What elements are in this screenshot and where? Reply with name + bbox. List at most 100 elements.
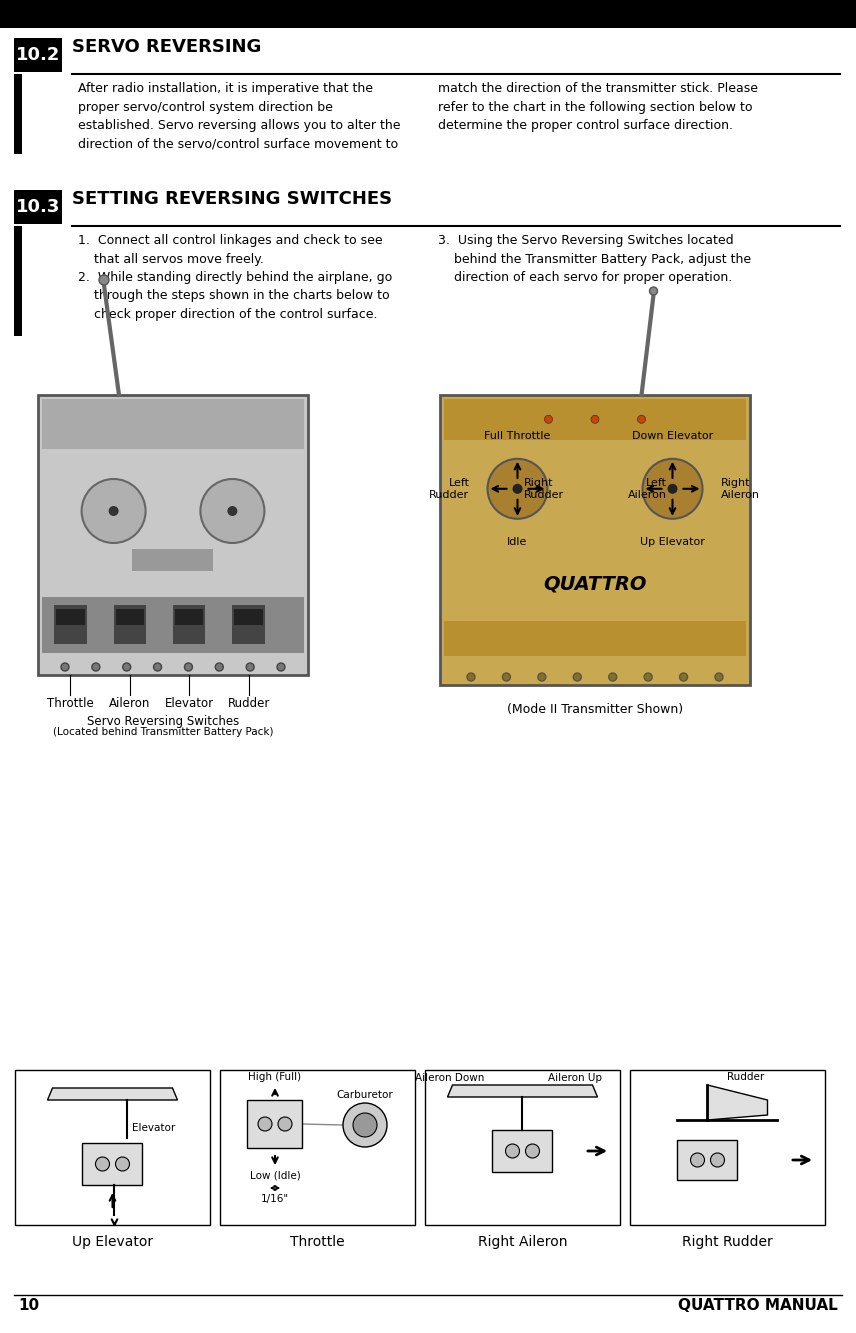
- Text: Up Elevator: Up Elevator: [72, 1234, 153, 1249]
- Text: Aileron: Aileron: [109, 697, 151, 710]
- Text: Servo Reversing Switches: Servo Reversing Switches: [86, 714, 239, 728]
- Bar: [425, 1070, 620, 1225]
- Circle shape: [680, 673, 687, 681]
- Text: Aileron Up: Aileron Up: [548, 1073, 602, 1082]
- Circle shape: [81, 479, 146, 543]
- Bar: [116, 609, 144, 625]
- Circle shape: [92, 663, 100, 670]
- Bar: [14, 75, 22, 155]
- Circle shape: [184, 663, 193, 670]
- Bar: [42, 597, 304, 653]
- Text: Right Rudder: Right Rudder: [682, 1234, 773, 1249]
- Circle shape: [153, 663, 162, 670]
- Text: (Located behind Transmitter Battery Pack): (Located behind Transmitter Battery Pack…: [53, 726, 273, 737]
- Bar: [38, 395, 308, 674]
- Circle shape: [526, 1144, 539, 1158]
- Circle shape: [99, 275, 109, 285]
- Circle shape: [353, 1113, 377, 1137]
- Circle shape: [278, 1117, 292, 1130]
- Bar: [444, 399, 746, 440]
- Circle shape: [122, 663, 131, 670]
- Bar: [247, 1100, 302, 1148]
- Text: Rudder: Rudder: [228, 697, 270, 710]
- Bar: [630, 1070, 825, 1225]
- Polygon shape: [708, 1085, 768, 1120]
- Circle shape: [116, 1157, 129, 1170]
- Circle shape: [502, 673, 510, 681]
- Bar: [175, 609, 204, 625]
- Text: QUATTRO: QUATTRO: [544, 575, 647, 593]
- Bar: [15, 1070, 210, 1225]
- Circle shape: [96, 1157, 110, 1170]
- Polygon shape: [47, 1088, 177, 1100]
- Circle shape: [691, 1153, 704, 1166]
- Text: Right
Aileron: Right Aileron: [721, 479, 759, 500]
- Text: QUATTRO MANUAL: QUATTRO MANUAL: [678, 1297, 838, 1313]
- Text: High (Full): High (Full): [248, 1072, 301, 1082]
- Text: 3.  Using the Servo Reversing Switches located
    behind the Transmitter Batter: 3. Using the Servo Reversing Switches lo…: [438, 235, 751, 284]
- Bar: [54, 605, 86, 644]
- Bar: [235, 609, 263, 625]
- Text: Right Aileron: Right Aileron: [478, 1234, 568, 1249]
- Circle shape: [277, 663, 285, 670]
- Circle shape: [668, 484, 677, 493]
- Text: Full Throttle: Full Throttle: [484, 431, 550, 441]
- Bar: [42, 399, 304, 449]
- Circle shape: [715, 673, 723, 681]
- Bar: [0, 0, 856, 28]
- Bar: [677, 1140, 738, 1180]
- Text: 10.3: 10.3: [15, 199, 60, 216]
- Text: Carburetor: Carburetor: [336, 1090, 394, 1100]
- Circle shape: [109, 507, 119, 516]
- Circle shape: [247, 663, 254, 670]
- Text: SETTING REVERSING SWITCHES: SETTING REVERSING SWITCHES: [72, 191, 392, 208]
- Text: Elevator: Elevator: [133, 1122, 175, 1133]
- Polygon shape: [448, 1085, 597, 1097]
- Text: After radio installation, it is imperative that the
proper servo/control system : After radio installation, it is imperati…: [78, 83, 401, 151]
- Text: Elevator: Elevator: [164, 697, 214, 710]
- Circle shape: [643, 459, 703, 519]
- Bar: [232, 605, 265, 644]
- Bar: [173, 605, 205, 644]
- Circle shape: [538, 673, 546, 681]
- Circle shape: [467, 673, 475, 681]
- Bar: [444, 621, 746, 656]
- Bar: [82, 1142, 142, 1185]
- Text: Throttle: Throttle: [290, 1234, 345, 1249]
- Circle shape: [506, 1144, 520, 1158]
- Text: match the direction of the transmitter stick. Please
refer to the chart in the f: match the direction of the transmitter s…: [438, 83, 758, 132]
- Circle shape: [591, 416, 599, 424]
- Text: Throttle: Throttle: [47, 697, 94, 710]
- Circle shape: [258, 1117, 272, 1130]
- Bar: [440, 395, 750, 685]
- Text: Up Elevator: Up Elevator: [640, 537, 705, 547]
- Circle shape: [609, 673, 616, 681]
- Text: Rudder: Rudder: [728, 1072, 764, 1082]
- Text: Low (Idle): Low (Idle): [250, 1170, 300, 1180]
- Circle shape: [343, 1102, 387, 1146]
- Circle shape: [488, 459, 548, 519]
- Text: 10.2: 10.2: [15, 47, 60, 64]
- Text: 1/16": 1/16": [261, 1194, 289, 1204]
- Bar: [114, 605, 146, 644]
- Text: 1.  Connect all control linkages and check to see
    that all servos move freel: 1. Connect all control linkages and chec…: [78, 235, 392, 321]
- Circle shape: [228, 507, 237, 516]
- Circle shape: [710, 1153, 724, 1166]
- Text: SERVO REVERSING: SERVO REVERSING: [72, 39, 261, 56]
- Bar: [220, 1070, 415, 1225]
- Bar: [14, 191, 62, 224]
- Bar: [133, 549, 213, 572]
- Bar: [56, 609, 85, 625]
- Bar: [14, 227, 22, 336]
- Circle shape: [650, 287, 657, 295]
- Text: Aileron Down: Aileron Down: [415, 1073, 484, 1082]
- Text: 10: 10: [18, 1297, 39, 1313]
- Bar: [14, 39, 62, 72]
- Circle shape: [638, 416, 645, 424]
- Circle shape: [645, 673, 652, 681]
- Circle shape: [513, 484, 522, 493]
- Circle shape: [216, 663, 223, 670]
- Circle shape: [574, 673, 581, 681]
- Circle shape: [544, 416, 552, 424]
- Text: Right
Rudder: Right Rudder: [524, 479, 563, 500]
